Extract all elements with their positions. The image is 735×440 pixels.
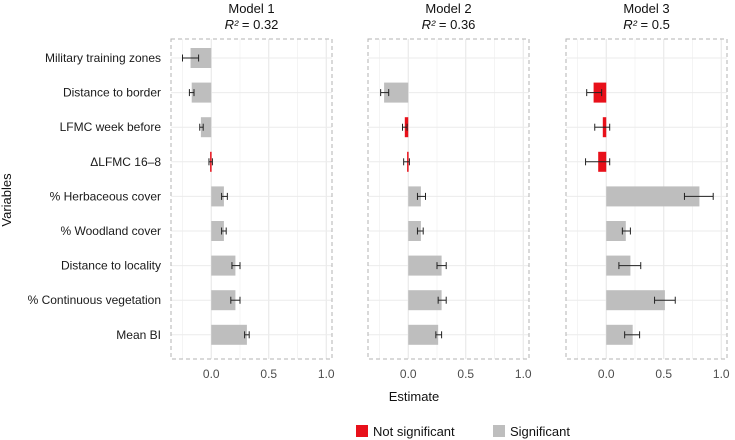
variable-label: % Herbaceous cover [50, 189, 161, 203]
bar [211, 324, 247, 345]
panel-r2: R² = 0.36 [422, 17, 476, 32]
x-axis-title: Estimate [389, 389, 440, 404]
bar [408, 221, 421, 241]
bar [408, 186, 421, 207]
bar [408, 324, 439, 345]
variable-label: Mean BI [116, 328, 161, 342]
bar [408, 255, 442, 276]
x-tick-label: 0.0 [598, 367, 615, 381]
variable-label: ΔLFMC 16–8 [90, 155, 161, 169]
variable-label: % Continuous vegetation [28, 293, 161, 307]
panel-title: Model 1 [228, 1, 274, 16]
panel-model-1: 0.0 0.5 1.0 Model 1R² = 0.32 [170, 1, 335, 381]
bar [606, 324, 633, 345]
variable-label: LFMC week before [60, 120, 162, 134]
variable-label: Military training zones [45, 51, 161, 65]
x-tick-label: 1.0 [515, 367, 532, 381]
y-axis-title: Variables [0, 173, 14, 227]
bar [384, 82, 409, 103]
r2-symbol: R² [225, 17, 239, 32]
panel-title: Model 3 [623, 1, 669, 16]
panel-title: Model 2 [425, 1, 471, 16]
panel-r2: R² = 0.5 [623, 17, 670, 32]
bar [191, 82, 212, 103]
bar [200, 117, 212, 138]
legend: Not significant Significant [356, 424, 570, 439]
x-tick-label: 1.0 [713, 367, 730, 381]
bar [190, 48, 212, 68]
r2-symbol: R² [422, 17, 436, 32]
panel-model-3: 0.0 0.5 1.0 Model 3R² = 0.5 [565, 1, 730, 381]
panel-border [367, 38, 530, 360]
variable-label: % Woodland cover [61, 224, 162, 238]
panel-model-2: 0.0 0.5 1.0 Model 2R² = 0.36 [367, 1, 532, 381]
x-tick-label: 0.5 [457, 367, 474, 381]
panel-r2: R² = 0.32 [225, 17, 279, 32]
panel-border [170, 38, 333, 360]
bar [606, 186, 700, 207]
bar [606, 255, 631, 276]
r2-value: = 0.36 [435, 17, 475, 32]
x-tick-label: 0.0 [203, 367, 220, 381]
bar [211, 255, 236, 276]
legend-swatch-significant [493, 425, 505, 437]
bar [606, 290, 665, 311]
legend-label-not-significant: Not significant [373, 424, 455, 439]
variable-labels: Military training zones Distance to borde… [28, 51, 162, 342]
x-tick-label: 0.5 [655, 367, 672, 381]
bar [211, 186, 224, 207]
variable-label: Distance to border [63, 86, 161, 100]
variable-label: Distance to locality [61, 259, 161, 273]
bar [211, 221, 224, 241]
panel-border [565, 38, 728, 360]
bar [408, 290, 442, 311]
bar [211, 290, 236, 311]
r2-value: = 0.32 [238, 17, 278, 32]
legend-swatch-not-significant [356, 425, 368, 437]
x-tick-label: 0.5 [260, 367, 277, 381]
r2-symbol: R² [623, 17, 637, 32]
bar [606, 221, 626, 241]
x-tick-label: 1.0 [318, 367, 335, 381]
x-tick-label: 0.0 [400, 367, 417, 381]
legend-label-significant: Significant [510, 424, 570, 439]
r2-value: = 0.5 [637, 17, 670, 32]
